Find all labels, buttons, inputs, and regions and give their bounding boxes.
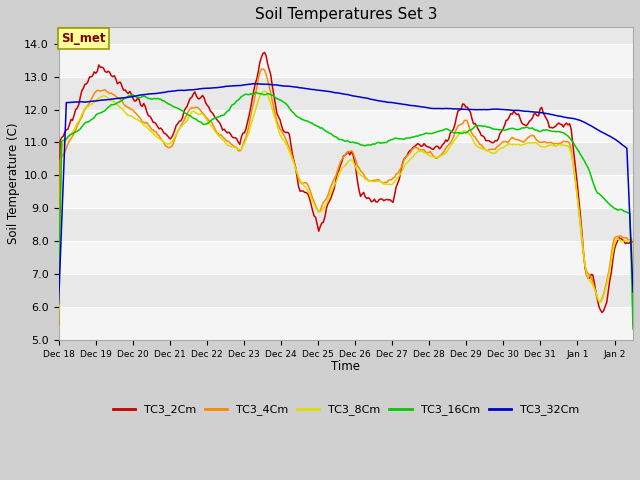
Bar <box>59 274 633 307</box>
Title: Soil Temperatures Set 3: Soil Temperatures Set 3 <box>255 7 437 22</box>
Bar <box>59 143 633 175</box>
Bar <box>59 77 633 109</box>
Text: SI_met: SI_met <box>61 32 106 45</box>
X-axis label: Time: Time <box>332 360 360 373</box>
Bar <box>59 175 633 208</box>
Bar <box>59 208 633 241</box>
Bar <box>59 241 633 274</box>
Legend: TC3_2Cm, TC3_4Cm, TC3_8Cm, TC3_16Cm, TC3_32Cm: TC3_2Cm, TC3_4Cm, TC3_8Cm, TC3_16Cm, TC3… <box>108 400 584 420</box>
Bar <box>59 307 633 340</box>
Bar <box>59 109 633 143</box>
Y-axis label: Soil Temperature (C): Soil Temperature (C) <box>7 123 20 244</box>
Bar <box>59 44 633 77</box>
